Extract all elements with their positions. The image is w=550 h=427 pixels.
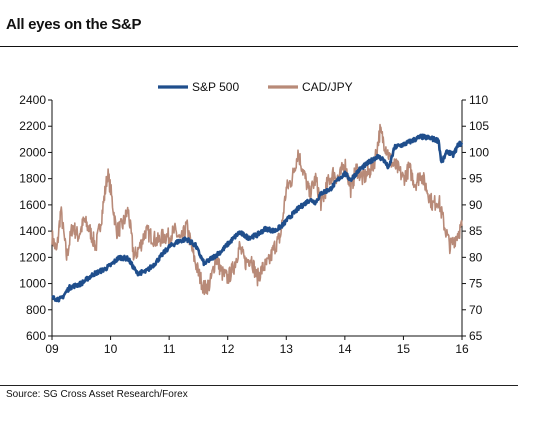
y-right-tick-label: 110 xyxy=(469,93,488,107)
y-left-tick-label: 1600 xyxy=(19,198,46,212)
x-tick-label: 12 xyxy=(221,342,235,356)
y-left-tick-label: 2400 xyxy=(19,93,46,107)
y-left-tick-label: 600 xyxy=(26,329,46,343)
y-right-tick-label: 80 xyxy=(469,250,483,264)
x-tick-label: 15 xyxy=(397,342,411,356)
legend-label: S&P 500 xyxy=(192,80,239,94)
x-tick-label: 14 xyxy=(338,342,352,356)
y-left-tick-label: 2200 xyxy=(19,119,46,133)
y-right-tick-label: 85 xyxy=(469,224,483,238)
series-line-s-p-500 xyxy=(51,133,464,303)
x-tick-label: 16 xyxy=(455,342,469,356)
chart-legend: S&P 500 CAD/JPY xyxy=(158,80,353,94)
x-tick-label: 09 xyxy=(45,342,59,356)
legend-label: CAD/JPY xyxy=(302,80,353,94)
chart-series xyxy=(51,123,464,303)
y-left-tick-label: 1200 xyxy=(19,250,46,264)
title-divider xyxy=(0,46,518,47)
y-left-tick-label: 1000 xyxy=(19,277,46,291)
chart-title: All eyes on the S&P xyxy=(6,16,142,33)
y-right-tick-label: 95 xyxy=(469,172,483,186)
source-divider xyxy=(0,385,518,386)
x-tick-label: 10 xyxy=(104,342,118,356)
source-note: Source: SG Cross Asset Research/Forex xyxy=(6,389,188,400)
y-right-tick-label: 105 xyxy=(469,119,489,133)
y-right-tick-label: 90 xyxy=(469,198,483,212)
y-right-tick-label: 100 xyxy=(469,145,489,159)
y-right-tick-label: 65 xyxy=(469,329,483,343)
x-tick-label: 11 xyxy=(163,342,176,356)
y-left-tick-label: 2000 xyxy=(19,145,46,159)
y-left-tick-label: 1800 xyxy=(19,172,46,186)
chart-axes: 2400 2200 2000 1800 1600 1400 1200 1000 800 600 11… xyxy=(19,93,489,356)
y-right-tick-label: 75 xyxy=(469,277,483,291)
y-right-tick-label: 70 xyxy=(469,303,483,317)
x-tick-label: 13 xyxy=(280,342,294,356)
y-left-tick-label: 1400 xyxy=(19,224,46,238)
y-left-tick-label: 800 xyxy=(26,303,46,317)
series-line-cad-jpy xyxy=(51,123,463,296)
